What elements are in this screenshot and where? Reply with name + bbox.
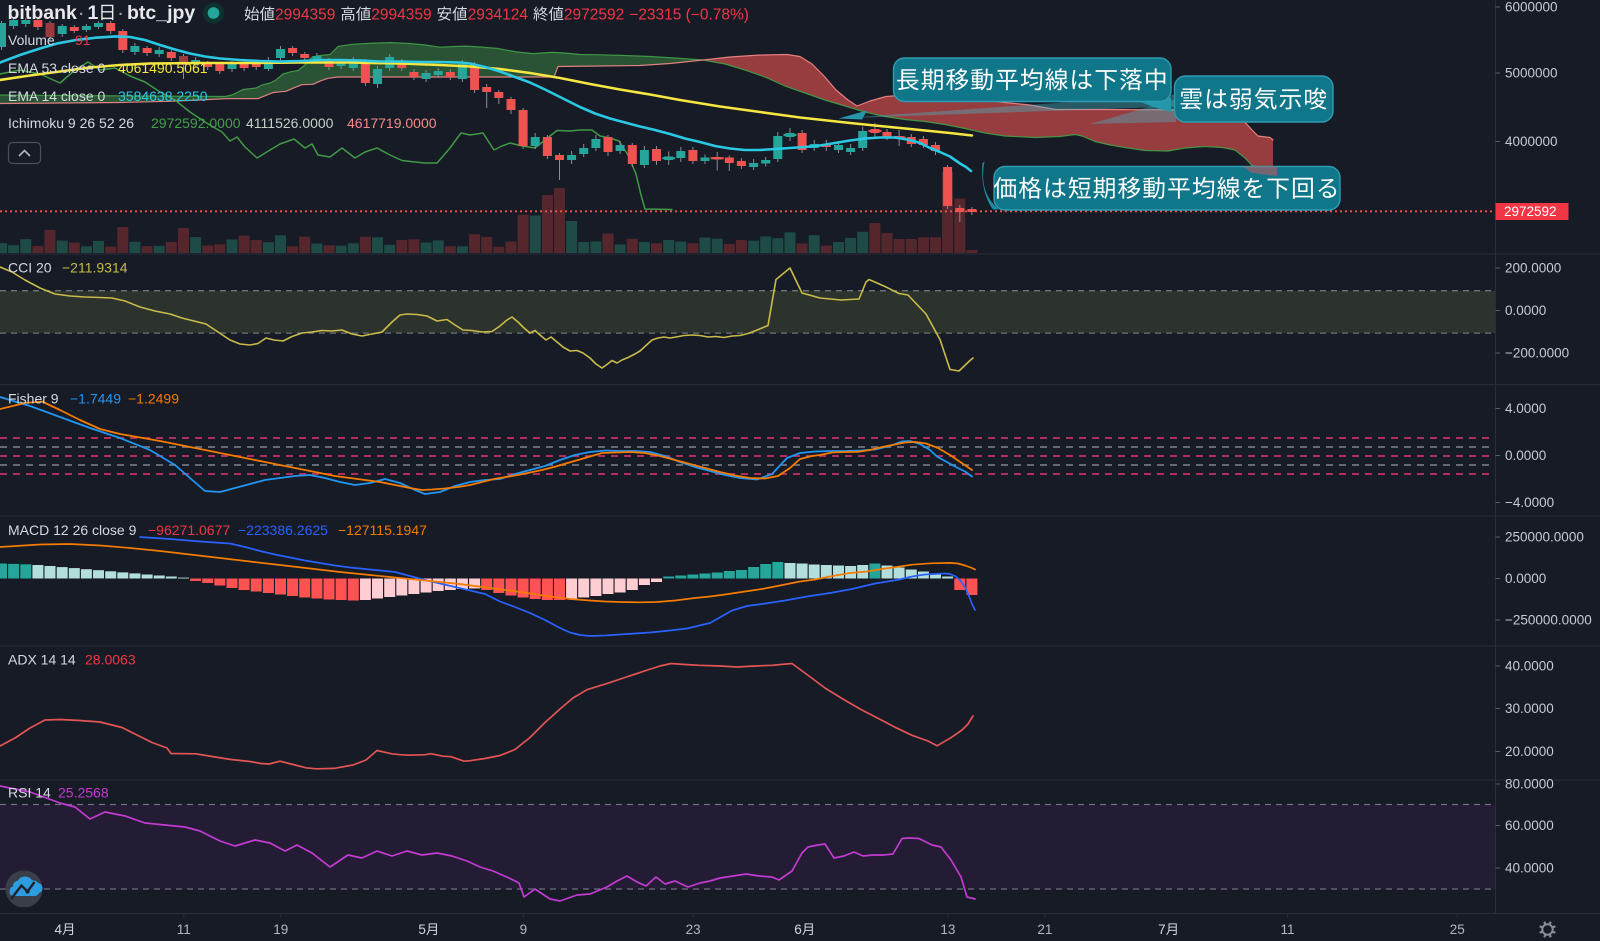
svg-text:Fisher 9: Fisher 9 bbox=[8, 391, 59, 407]
svg-text:−1.7449: −1.7449 bbox=[70, 391, 121, 407]
svg-text:80.0000: 80.0000 bbox=[1505, 777, 1554, 792]
svg-text:·: · bbox=[66, 32, 71, 48]
svg-text:2994359: 2994359 bbox=[275, 7, 335, 24]
svg-text:CCI 20: CCI 20 bbox=[8, 260, 52, 276]
svg-text:13: 13 bbox=[940, 922, 955, 937]
svg-text:6000000: 6000000 bbox=[1505, 0, 1558, 15]
svg-text:2934124: 2934124 bbox=[468, 7, 529, 24]
svg-text:23: 23 bbox=[686, 922, 701, 937]
svg-text:RSI 14: RSI 14 bbox=[8, 785, 51, 801]
svg-text:MACD 12 26 close 9: MACD 12 26 close 9 bbox=[8, 522, 137, 538]
svg-text:0.0000: 0.0000 bbox=[1505, 303, 1546, 318]
svg-text:5: 5 bbox=[418, 922, 426, 937]
svg-text:−1.2499: −1.2499 bbox=[128, 391, 179, 407]
svg-text:2972592.0000: 2972592.0000 bbox=[151, 115, 241, 131]
svg-text:20.0000: 20.0000 bbox=[1505, 744, 1554, 759]
svg-text:9: 9 bbox=[520, 922, 528, 937]
svg-text:25: 25 bbox=[1450, 922, 1465, 937]
svg-text:ADX 14 14: ADX 14 14 bbox=[8, 652, 76, 668]
svg-text:4: 4 bbox=[54, 922, 62, 937]
svg-text:30.0000: 30.0000 bbox=[1505, 701, 1554, 716]
svg-text:2972592: 2972592 bbox=[564, 7, 624, 24]
svg-text:11: 11 bbox=[1280, 922, 1294, 937]
svg-text:4111526.0000: 4111526.0000 bbox=[246, 115, 334, 131]
svg-text:Ichimoku 9 26 52 26: Ichimoku 9 26 52 26 bbox=[8, 115, 134, 131]
svg-text:60.0000: 60.0000 bbox=[1505, 818, 1554, 833]
svg-text:2972592: 2972592 bbox=[1504, 204, 1557, 219]
svg-text:0.0000: 0.0000 bbox=[1505, 571, 1546, 586]
svg-text:7: 7 bbox=[1158, 922, 1166, 937]
svg-text:EMA 14 close 0: EMA 14 close 0 bbox=[8, 88, 105, 104]
svg-text:4.0000: 4.0000 bbox=[1505, 401, 1546, 416]
svg-text:4617719.0000: 4617719.0000 bbox=[347, 115, 437, 131]
svg-text:·: · bbox=[79, 6, 84, 23]
svg-text:−23315 (−0.78%): −23315 (−0.78%) bbox=[629, 7, 749, 24]
svg-text:4061490.5061: 4061490.5061 bbox=[118, 60, 208, 76]
svg-text:−4.0000: −4.0000 bbox=[1505, 495, 1554, 510]
svg-text:−211.9314: −211.9314 bbox=[62, 260, 128, 276]
svg-text:bitbank: bitbank bbox=[8, 2, 77, 24]
svg-text:250000.0000: 250000.0000 bbox=[1505, 530, 1584, 545]
svg-text:1: 1 bbox=[88, 2, 99, 24]
svg-text:−200.0000: −200.0000 bbox=[1505, 346, 1569, 361]
svg-text:21: 21 bbox=[1037, 922, 1052, 937]
svg-text:25.2568: 25.2568 bbox=[58, 785, 109, 801]
svg-text:19: 19 bbox=[273, 922, 288, 937]
svg-text:−223386.2625: −223386.2625 bbox=[238, 522, 328, 538]
svg-text:91: 91 bbox=[75, 32, 91, 48]
svg-text:2994359: 2994359 bbox=[371, 7, 431, 24]
svg-text:6: 6 bbox=[794, 922, 802, 937]
svg-text:Volume: Volume bbox=[8, 32, 55, 48]
svg-text:5000000: 5000000 bbox=[1505, 66, 1558, 81]
svg-text:4000000: 4000000 bbox=[1505, 134, 1558, 149]
svg-text:·: · bbox=[119, 6, 124, 23]
svg-text:28.0063: 28.0063 bbox=[85, 652, 136, 668]
svg-text:200.0000: 200.0000 bbox=[1505, 261, 1561, 276]
svg-text:EMA 53 close 0: EMA 53 close 0 bbox=[8, 60, 105, 76]
svg-text:−96271.0677: −96271.0677 bbox=[148, 522, 230, 538]
svg-text:40.0000: 40.0000 bbox=[1505, 659, 1554, 674]
svg-text:0.0000: 0.0000 bbox=[1505, 448, 1546, 463]
svg-text:btc_jpy: btc_jpy bbox=[127, 2, 195, 24]
svg-text:3584638.2250: 3584638.2250 bbox=[118, 88, 208, 104]
svg-text:−250000.0000: −250000.0000 bbox=[1505, 613, 1592, 628]
svg-text:11: 11 bbox=[177, 922, 191, 937]
svg-text:40.0000: 40.0000 bbox=[1505, 861, 1554, 876]
svg-text:−127115.1947: −127115.1947 bbox=[338, 522, 427, 538]
